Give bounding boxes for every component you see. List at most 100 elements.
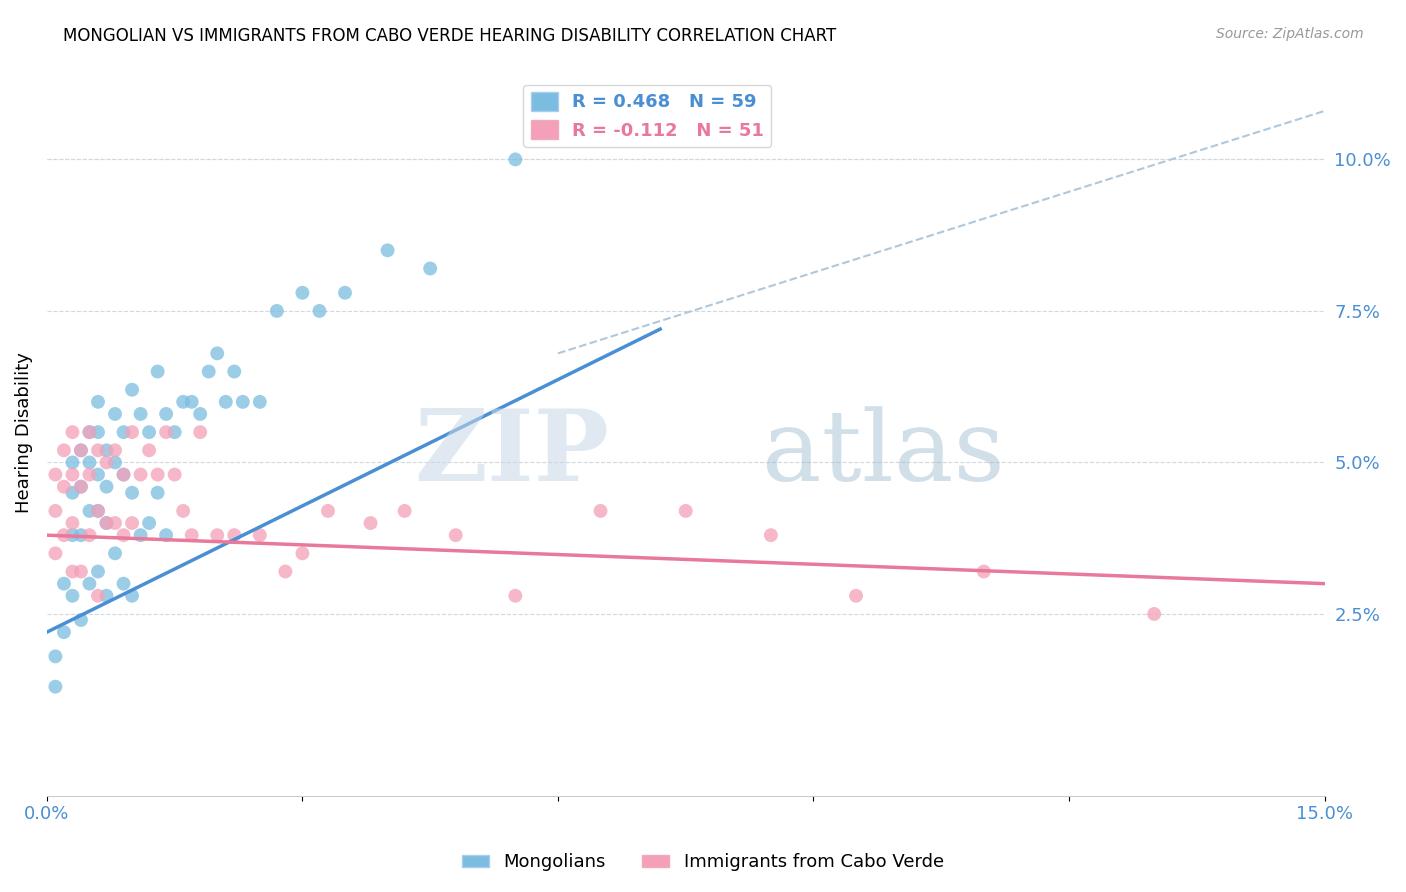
Point xyxy=(172,504,194,518)
Point xyxy=(52,480,75,494)
Point xyxy=(70,528,93,542)
Point xyxy=(79,528,101,542)
Point xyxy=(129,467,152,482)
Point xyxy=(291,285,314,300)
Point xyxy=(87,589,110,603)
Point xyxy=(52,625,75,640)
Point xyxy=(333,285,356,300)
Point xyxy=(224,528,246,542)
Point xyxy=(146,485,169,500)
Point xyxy=(112,467,135,482)
Point xyxy=(70,480,93,494)
Point xyxy=(129,528,152,542)
Point xyxy=(62,485,84,500)
Point xyxy=(505,589,527,603)
Point xyxy=(377,244,399,258)
Point xyxy=(52,528,75,542)
Point xyxy=(138,425,160,439)
Point xyxy=(44,504,66,518)
Point xyxy=(146,467,169,482)
Point xyxy=(70,565,93,579)
Point xyxy=(121,589,143,603)
Point xyxy=(104,546,127,560)
Point xyxy=(79,467,101,482)
Point xyxy=(394,504,416,518)
Point xyxy=(104,455,127,469)
Point xyxy=(62,467,84,482)
Point xyxy=(172,394,194,409)
Point xyxy=(180,528,202,542)
Point xyxy=(138,516,160,530)
Point xyxy=(62,455,84,469)
Point xyxy=(70,480,93,494)
Point xyxy=(675,504,697,518)
Point xyxy=(121,485,143,500)
Point xyxy=(96,516,118,530)
Point xyxy=(104,516,127,530)
Point xyxy=(79,455,101,469)
Legend: R = 0.468   N = 59, R = -0.112   N = 51: R = 0.468 N = 59, R = -0.112 N = 51 xyxy=(523,85,772,147)
Point xyxy=(52,443,75,458)
Point xyxy=(845,589,868,603)
Point xyxy=(444,528,467,542)
Point xyxy=(121,516,143,530)
Point xyxy=(87,504,110,518)
Point xyxy=(70,443,93,458)
Point xyxy=(188,407,211,421)
Point xyxy=(129,407,152,421)
Point xyxy=(163,467,186,482)
Point xyxy=(249,528,271,542)
Point xyxy=(104,407,127,421)
Point xyxy=(1143,607,1166,621)
Point xyxy=(155,528,177,542)
Point xyxy=(62,589,84,603)
Point xyxy=(44,649,66,664)
Y-axis label: Hearing Disability: Hearing Disability xyxy=(15,351,32,513)
Point xyxy=(87,565,110,579)
Point xyxy=(70,613,93,627)
Point xyxy=(121,383,143,397)
Point xyxy=(70,443,93,458)
Point xyxy=(360,516,382,530)
Point xyxy=(155,407,177,421)
Point xyxy=(62,528,84,542)
Point xyxy=(96,480,118,494)
Point xyxy=(163,425,186,439)
Point xyxy=(308,304,330,318)
Point xyxy=(232,394,254,409)
Point xyxy=(44,467,66,482)
Point xyxy=(44,680,66,694)
Text: MONGOLIAN VS IMMIGRANTS FROM CABO VERDE HEARING DISABILITY CORRELATION CHART: MONGOLIAN VS IMMIGRANTS FROM CABO VERDE … xyxy=(63,27,837,45)
Point xyxy=(79,425,101,439)
Point xyxy=(215,394,238,409)
Point xyxy=(188,425,211,439)
Point xyxy=(419,261,441,276)
Point xyxy=(112,528,135,542)
Point xyxy=(316,504,339,518)
Point xyxy=(207,528,229,542)
Point xyxy=(207,346,229,360)
Legend: Mongolians, Immigrants from Cabo Verde: Mongolians, Immigrants from Cabo Verde xyxy=(456,847,950,879)
Point xyxy=(274,565,297,579)
Point xyxy=(112,425,135,439)
Point xyxy=(224,365,246,379)
Point xyxy=(62,565,84,579)
Point xyxy=(266,304,288,318)
Point xyxy=(973,565,995,579)
Point xyxy=(79,576,101,591)
Point xyxy=(589,504,612,518)
Point xyxy=(138,443,160,458)
Point xyxy=(505,153,527,167)
Point xyxy=(112,576,135,591)
Point xyxy=(104,443,127,458)
Point xyxy=(87,504,110,518)
Text: Source: ZipAtlas.com: Source: ZipAtlas.com xyxy=(1216,27,1364,41)
Point xyxy=(155,425,177,439)
Point xyxy=(197,365,219,379)
Point xyxy=(96,455,118,469)
Point xyxy=(79,425,101,439)
Point xyxy=(52,576,75,591)
Point xyxy=(44,546,66,560)
Point xyxy=(96,443,118,458)
Point xyxy=(96,589,118,603)
